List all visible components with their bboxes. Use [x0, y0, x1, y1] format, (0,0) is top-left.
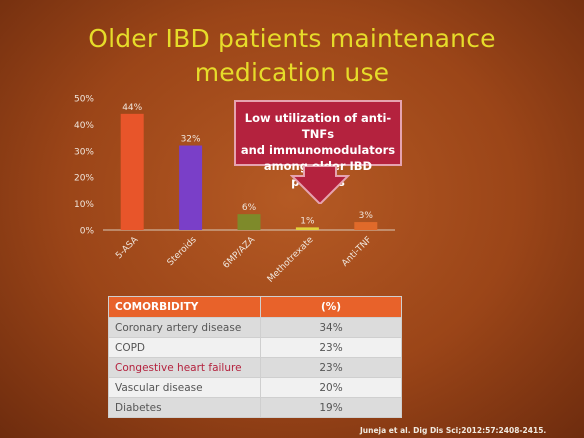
- callout-box: Low utilization of anti-TNFs and immunom…: [234, 100, 402, 189]
- comorbidity-table: COMORBIDITY (%) Coronary artery disease …: [108, 296, 402, 418]
- row-percent: 20%: [260, 377, 402, 398]
- slide-title-line-2: medication use: [194, 58, 390, 87]
- data-label: 6%: [242, 203, 257, 213]
- callout-line-1: Low utilization of anti-TNFs: [244, 111, 392, 141]
- callout-line-2: and immunomodulators: [240, 143, 396, 157]
- y-tick-label: 40%: [74, 121, 94, 131]
- row-condition: Vascular disease: [108, 377, 261, 398]
- row-percent: 34%: [260, 317, 402, 338]
- medication-bar-chart: 0% 10% 20% 30% 40% 50% 44% 5-ASA 32% Steroids 6% 6M…: [74, 95, 395, 285]
- x-tick-label: Steroids: [166, 235, 199, 268]
- slide-title: Older IBD patients maintenance medicatio…: [0, 22, 584, 90]
- x-tick-label: Anti-TNF: [340, 235, 374, 269]
- bar: [179, 145, 203, 230]
- bar: [295, 227, 319, 230]
- header-percent: (%): [260, 296, 402, 318]
- header-comorbidity: COMORBIDITY: [108, 296, 261, 318]
- row-condition: Coronary artery disease: [108, 317, 261, 338]
- x-tick-label: 5-ASA: [114, 234, 141, 261]
- data-label: 1%: [300, 216, 315, 226]
- y-tick-label: 20%: [74, 174, 94, 184]
- row-condition: Congestive heart failure: [108, 357, 261, 378]
- table-header-row: COMORBIDITY (%): [108, 296, 402, 318]
- x-tick-label: Methotrexate: [266, 235, 316, 285]
- row-percent: 19%: [260, 397, 402, 418]
- slide-title-line-1: Older IBD patients maintenance: [88, 24, 496, 53]
- y-tick-label: 10%: [74, 200, 94, 210]
- data-label: 44%: [122, 103, 142, 113]
- y-tick-label: 30%: [74, 147, 94, 157]
- table-row: COPD 23%: [108, 337, 402, 358]
- bar: [354, 222, 378, 230]
- y-tick-label: 0%: [80, 227, 95, 237]
- callout-arrow: [290, 166, 350, 204]
- data-label: 3%: [359, 211, 374, 221]
- citation: Juneja et al. Dig Dis Sci;2012:57:2408-2…: [360, 426, 547, 435]
- y-tick-label: 50%: [74, 95, 94, 105]
- data-label: 32%: [181, 135, 201, 145]
- row-percent: 23%: [260, 357, 402, 378]
- table-row: Diabetes 19%: [108, 397, 402, 418]
- x-tick-label: 6MP/AZA: [221, 234, 257, 270]
- table-row: Congestive heart failure 23%: [108, 357, 402, 378]
- bar: [120, 113, 144, 230]
- table-row: Coronary artery disease 34%: [108, 317, 402, 338]
- row-percent: 23%: [260, 337, 402, 358]
- row-condition: Diabetes: [108, 397, 261, 418]
- table-row: Vascular disease 20%: [108, 377, 402, 398]
- bar: [237, 214, 261, 230]
- row-condition: COPD: [108, 337, 261, 358]
